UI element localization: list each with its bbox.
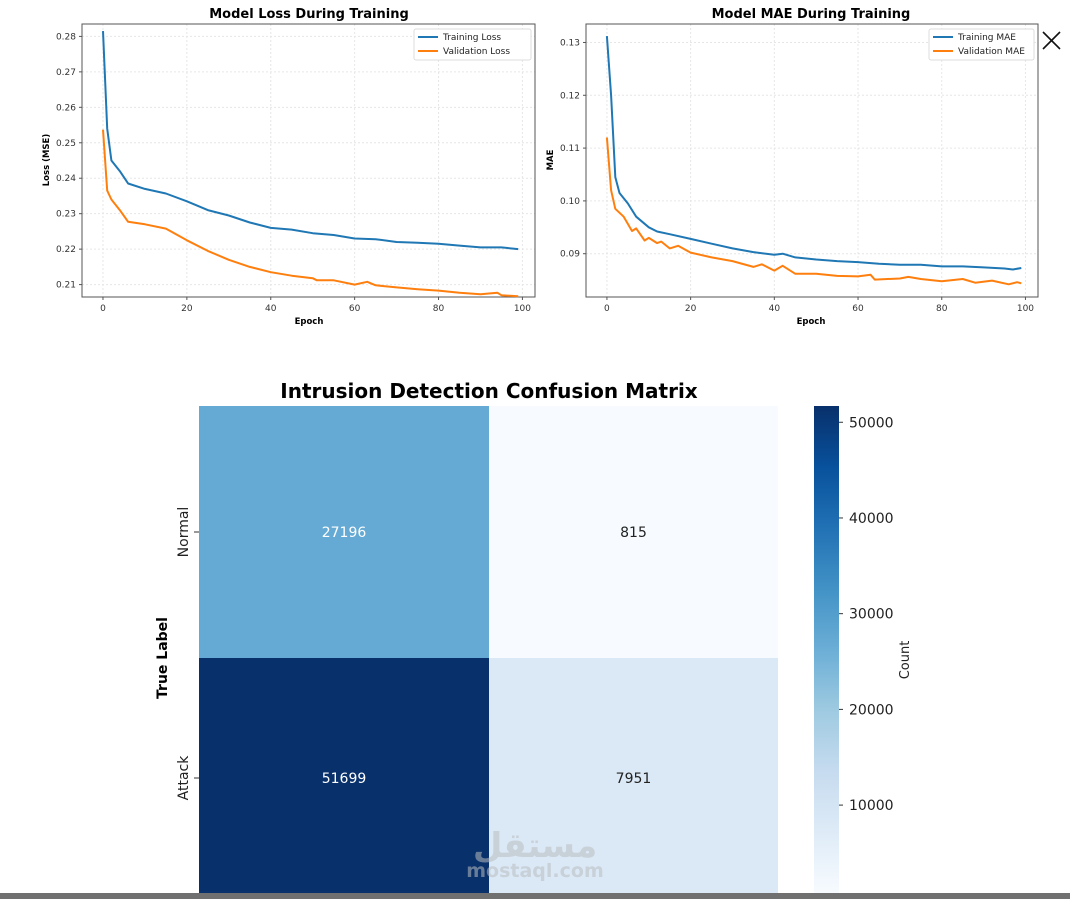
y-tick-label: 0.25 [56, 139, 76, 149]
mae-y-axis-label: MAE [546, 149, 556, 170]
y-tick-label: 0.10 [560, 197, 580, 207]
x-tick-label: 0 [604, 304, 610, 314]
loss-y-axis-label: Loss (MSE) [42, 134, 52, 187]
mae-legend: Training MAE Validation MAE [928, 28, 1035, 61]
x-tick-label: 0 [100, 304, 106, 314]
x-tick-label: 60 [852, 304, 864, 314]
x-tick-label: 100 [514, 304, 531, 314]
y-tick-label: 0.27 [56, 68, 76, 78]
loss-chart: Model Loss During Training 0 20 40 60 80 100 0… [42, 7, 536, 327]
y-tick-label: 0.22 [56, 245, 76, 255]
cell-value: 815 [620, 525, 647, 541]
mae-x-axis-label: Epoch [797, 317, 826, 327]
y-tick-label: 0.24 [56, 174, 76, 184]
heatmap-y-axis-label: True Label [155, 617, 171, 699]
watermark: مستقل mostaql.com [466, 826, 604, 882]
loss-plot-frame [81, 23, 536, 298]
mae-plot-frame [585, 23, 1039, 298]
y-tick-label: 0.13 [560, 38, 580, 48]
y-tick-label: 0.12 [560, 91, 580, 101]
confusion-matrix: Intrusion Detection Confusion Matrix 271… [155, 379, 913, 893]
series-line-validation-loss [102, 129, 519, 298]
colorbar-tick-label: 50000 [849, 415, 894, 431]
close-icon[interactable] [1038, 28, 1064, 54]
x-tick-label: 60 [349, 304, 361, 314]
loss-x-axis-label: Epoch [295, 317, 324, 327]
colorbar [814, 406, 839, 893]
cell-value: 7951 [616, 771, 652, 787]
colorbar-tick-label: 20000 [849, 702, 894, 718]
series-line-training-loss [102, 31, 519, 251]
x-tick-label: 20 [181, 304, 193, 314]
colorbar-tick-label: 30000 [849, 607, 894, 623]
x-tick-label: 80 [433, 304, 445, 314]
heatmap-cell [489, 406, 778, 658]
row-labels: Normal Attack [176, 507, 199, 801]
heatmap-cell [199, 406, 489, 658]
y-tick-label: 0.26 [56, 103, 76, 113]
legend-training-loss: Training Loss [442, 33, 501, 43]
x-tick-label: 100 [1017, 304, 1034, 314]
heatmap-cell [489, 658, 778, 893]
x-tick-label: 40 [769, 304, 781, 314]
x-tick-label: 40 [265, 304, 277, 314]
y-tick-label: 0.11 [560, 144, 580, 154]
confusion-matrix-title: Intrusion Detection Confusion Matrix [280, 379, 698, 403]
heatmap-cell [199, 658, 489, 893]
legend-training-mae: Training MAE [957, 33, 1016, 43]
cell-value: 27196 [322, 525, 367, 541]
colorbar-tick-label: 40000 [849, 511, 894, 527]
x-tick-label: 20 [685, 304, 697, 314]
scrollbar[interactable] [0, 893, 1070, 899]
colorbar-label: Count [898, 641, 913, 680]
mae-chart: Model MAE During Training 0 20 40 60 80 100 0.… [546, 7, 1039, 327]
x-tick-label: 80 [936, 304, 948, 314]
y-tick-label: 0.28 [56, 32, 76, 42]
legend-validation-mae: Validation MAE [958, 47, 1025, 57]
row-label-attack: Attack [176, 755, 192, 801]
loss-legend: Training Loss Validation Loss [413, 28, 532, 61]
loss-chart-title: Model Loss During Training [209, 7, 409, 22]
y-tick-label: 0.09 [560, 250, 580, 260]
legend-validation-loss: Validation Loss [443, 47, 510, 57]
row-label-normal: Normal [176, 507, 192, 558]
colorbar-tick-label: 10000 [849, 798, 894, 814]
watermark-arabic: مستقل [473, 826, 597, 866]
y-tick-label: 0.23 [56, 210, 76, 220]
cell-value: 51699 [322, 771, 367, 787]
watermark-latin: mostaql.com [466, 860, 604, 882]
series-line-validation-mae [605, 137, 1022, 286]
series-line-training-mae [605, 36, 1022, 271]
y-tick-label: 0.21 [56, 281, 76, 291]
mae-chart-title: Model MAE During Training [712, 7, 911, 22]
